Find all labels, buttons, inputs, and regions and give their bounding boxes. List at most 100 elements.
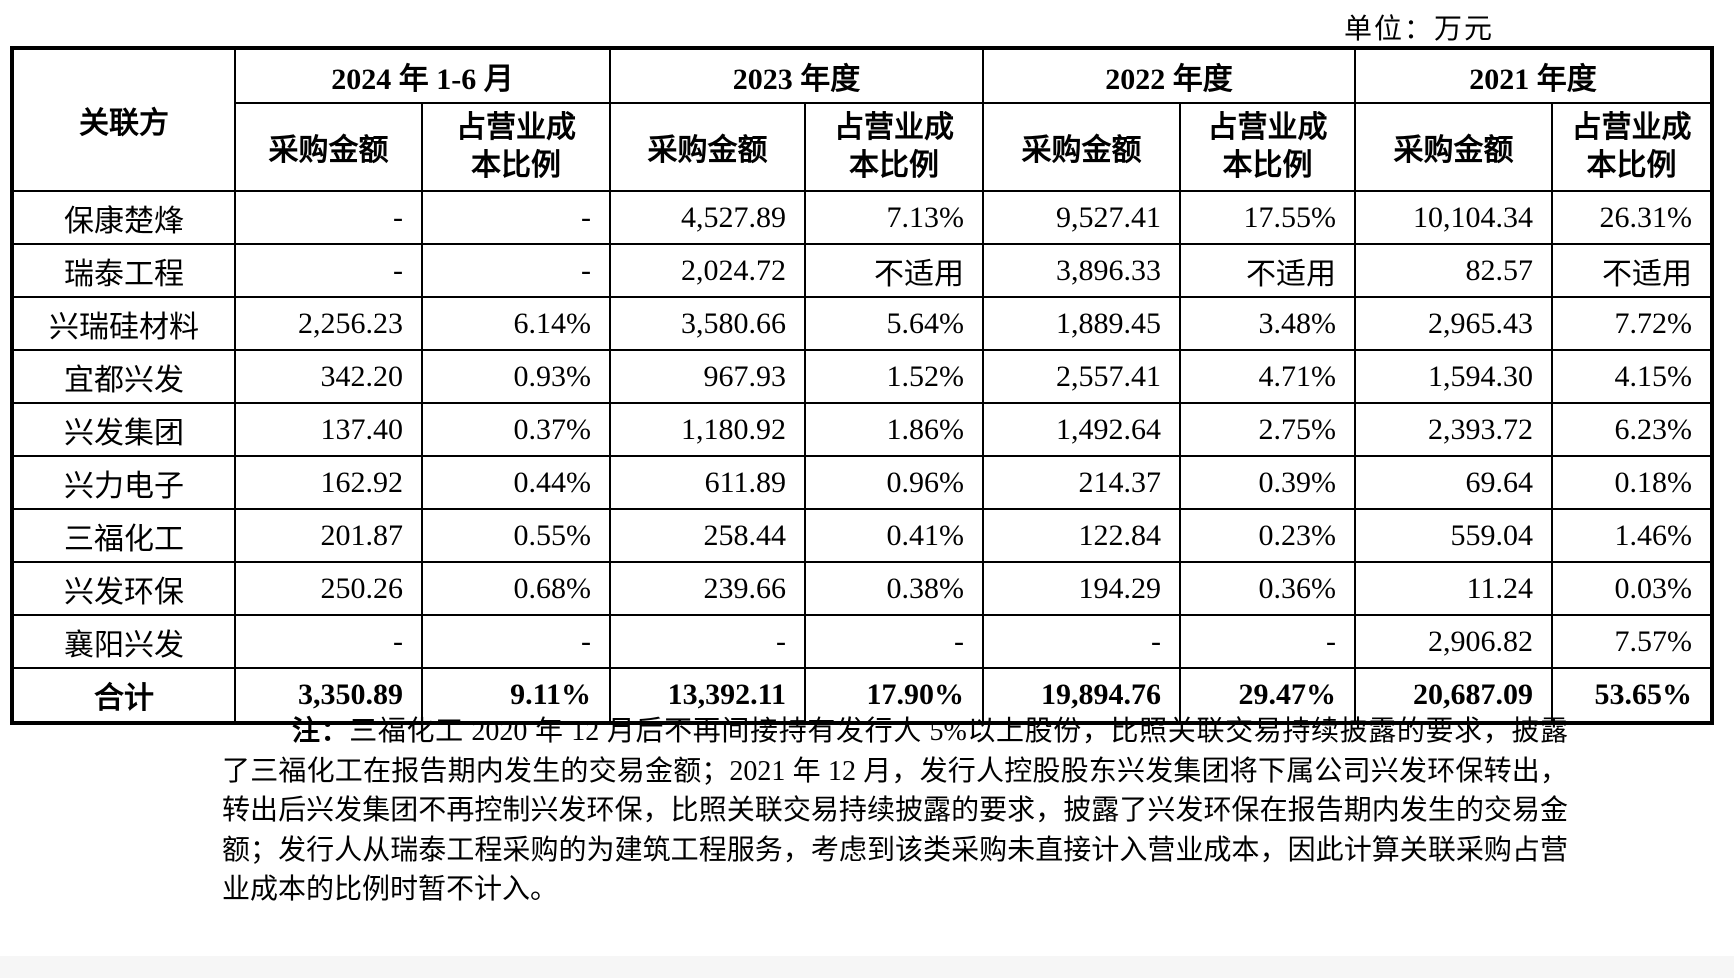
- table-row: 兴发集团 137.40 0.37% 1,180.92 1.86% 1,492.64 2.75…: [11, 402, 1713, 457]
- value-cell: 9,527.41: [982, 190, 1181, 245]
- value-cell: 不适用: [1551, 243, 1713, 298]
- value-cell: 162.92: [234, 455, 423, 510]
- value-cell: 0.36%: [1179, 561, 1356, 616]
- subheader-amount-2024: 采购金额: [234, 102, 423, 192]
- value-cell: 250.26: [234, 561, 423, 616]
- value-cell: 0.37%: [421, 402, 611, 457]
- row-label: 襄阳兴发: [11, 614, 236, 669]
- value-cell: 3.48%: [1179, 296, 1356, 351]
- value-cell: -: [609, 614, 806, 669]
- unit-label: 单位：万元: [1343, 14, 1494, 45]
- value-cell: 11.24: [1354, 561, 1553, 616]
- subheader-amount-2021: 采购金额: [1354, 102, 1553, 192]
- subheader-ratio-2021: 占营业成 本比例: [1551, 102, 1713, 192]
- value-cell: 2.75%: [1179, 402, 1356, 457]
- row-label: 宜都兴发: [11, 349, 236, 404]
- value-cell: -: [421, 243, 611, 298]
- row-label: 保康楚烽: [11, 190, 236, 245]
- table-row: 宜都兴发 342.20 0.93% 967.93 1.52% 2,557.41 4.71% 1…: [11, 349, 1713, 404]
- value-cell: 29.47%: [1179, 667, 1356, 724]
- value-cell: 6.14%: [421, 296, 611, 351]
- value-cell: 5.64%: [804, 296, 984, 351]
- value-cell: -: [234, 243, 423, 298]
- period-header-2022: 2022 年度: [982, 47, 1356, 104]
- value-cell: 0.18%: [1551, 455, 1713, 510]
- value-cell: 201.87: [234, 508, 423, 563]
- value-cell: 258.44: [609, 508, 806, 563]
- value-cell: 17.90%: [804, 667, 984, 724]
- value-cell: 2,557.41: [982, 349, 1181, 404]
- subheader-amount-2022: 采购金额: [982, 102, 1181, 192]
- value-cell: 611.89: [609, 455, 806, 510]
- value-cell: 0.96%: [804, 455, 984, 510]
- row-label: 兴发环保: [11, 561, 236, 616]
- value-cell: 10,104.34: [1354, 190, 1553, 245]
- page-bottom-strip: [0, 956, 1734, 978]
- value-cell: 0.38%: [804, 561, 984, 616]
- value-cell: 82.57: [1354, 243, 1553, 298]
- value-cell: 1.86%: [804, 402, 984, 457]
- value-cell: 7.57%: [1551, 614, 1713, 669]
- footnote: 注：三福化工 2020 年 12 月后不再间接持有发行人 5%以上股份，比照关联…: [222, 712, 1568, 910]
- value-cell: 4.71%: [1179, 349, 1356, 404]
- table-row: 兴发环保 250.26 0.68% 239.66 0.38% 194.29 0.36% 11.…: [11, 561, 1713, 616]
- related-party-purchases-table: 关联方 2024 年 1-6 月 2023 年度 2022 年度 2021 年度…: [10, 46, 1714, 725]
- value-cell: 53.65%: [1551, 667, 1713, 724]
- value-cell: 2,906.82: [1354, 614, 1553, 669]
- table-row: 瑞泰工程 - -2,024.72 不适用 3,896.33 不适用 82.57 不适用: [11, 243, 1713, 298]
- subheader-amount-2023: 采购金额: [609, 102, 806, 192]
- subheader-ratio-2023: 占营业成 本比例: [804, 102, 984, 192]
- value-cell: 2,965.43: [1354, 296, 1553, 351]
- value-cell: 6.23%: [1551, 402, 1713, 457]
- value-cell: -: [804, 614, 984, 669]
- value-cell: 4.15%: [1551, 349, 1713, 404]
- table-row: 兴瑞硅材料 2,256.23 6.14% 3,580.66 5.64% 1,889.45 3…: [11, 296, 1713, 351]
- value-cell: 2,024.72: [609, 243, 806, 298]
- value-cell: 214.37: [982, 455, 1181, 510]
- header-row-periods: 关联方 2024 年 1-6 月 2023 年度 2022 年度 2021 年度: [11, 47, 1713, 192]
- period-header-2021: 2021 年度: [1354, 47, 1713, 104]
- value-cell: 20,687.09: [1354, 667, 1553, 724]
- value-cell: 239.66: [609, 561, 806, 616]
- value-cell: -: [421, 190, 611, 245]
- subheader-ratio-2024: 占营业成 本比例: [421, 102, 611, 192]
- value-cell: 1,180.92: [609, 402, 806, 457]
- value-cell: 1,492.64: [982, 402, 1181, 457]
- value-cell: 559.04: [1354, 508, 1553, 563]
- row-label: 兴发集团: [11, 402, 236, 457]
- value-cell: 3,896.33: [982, 243, 1181, 298]
- value-cell: 7.13%: [804, 190, 984, 245]
- period-header-2023: 2023 年度: [609, 47, 984, 104]
- value-cell: 122.84: [982, 508, 1181, 563]
- value-cell: 1.52%: [804, 349, 984, 404]
- value-cell: 2,256.23: [234, 296, 423, 351]
- table-row: 三福化工 201.87 0.55% 258.44 0.41% 122.84 0.23% 559…: [11, 508, 1713, 563]
- value-cell: 194.29: [982, 561, 1181, 616]
- value-cell: -: [234, 190, 423, 245]
- value-cell: 1,594.30: [1354, 349, 1553, 404]
- table-row: 保康楚烽 - -4,527.89 7.13% 9,527.41 17.55% 10,104.…: [11, 190, 1713, 245]
- value-cell: 967.93: [609, 349, 806, 404]
- corner-header-related-party: 关联方: [11, 47, 236, 192]
- value-cell: -: [1179, 614, 1356, 669]
- value-cell: -: [234, 614, 423, 669]
- value-cell: 19,894.76: [982, 667, 1181, 724]
- value-cell: 342.20: [234, 349, 423, 404]
- value-cell: 0.93%: [421, 349, 611, 404]
- value-cell: 0.39%: [1179, 455, 1356, 510]
- subheader-ratio-2022: 占营业成 本比例: [1179, 102, 1356, 192]
- value-cell: 不适用: [1179, 243, 1356, 298]
- value-cell: 1,889.45: [982, 296, 1181, 351]
- value-cell: 137.40: [234, 402, 423, 457]
- value-cell: 0.41%: [804, 508, 984, 563]
- value-cell: 1.46%: [1551, 508, 1713, 563]
- value-cell: 17.55%: [1179, 190, 1356, 245]
- total-label: 合计: [11, 667, 236, 724]
- value-cell: 0.23%: [1179, 508, 1356, 563]
- value-cell: 13,392.11: [609, 667, 806, 724]
- table-row: 襄阳兴发 - - - - - -2,906.82 7.57%: [11, 614, 1713, 669]
- value-cell: 0.68%: [421, 561, 611, 616]
- row-label: 兴瑞硅材料: [11, 296, 236, 351]
- table-body: 保康楚烽 - -4,527.89 7.13% 9,527.41 17.55% 10,104.…: [11, 190, 1713, 724]
- value-cell: 2,393.72: [1354, 402, 1553, 457]
